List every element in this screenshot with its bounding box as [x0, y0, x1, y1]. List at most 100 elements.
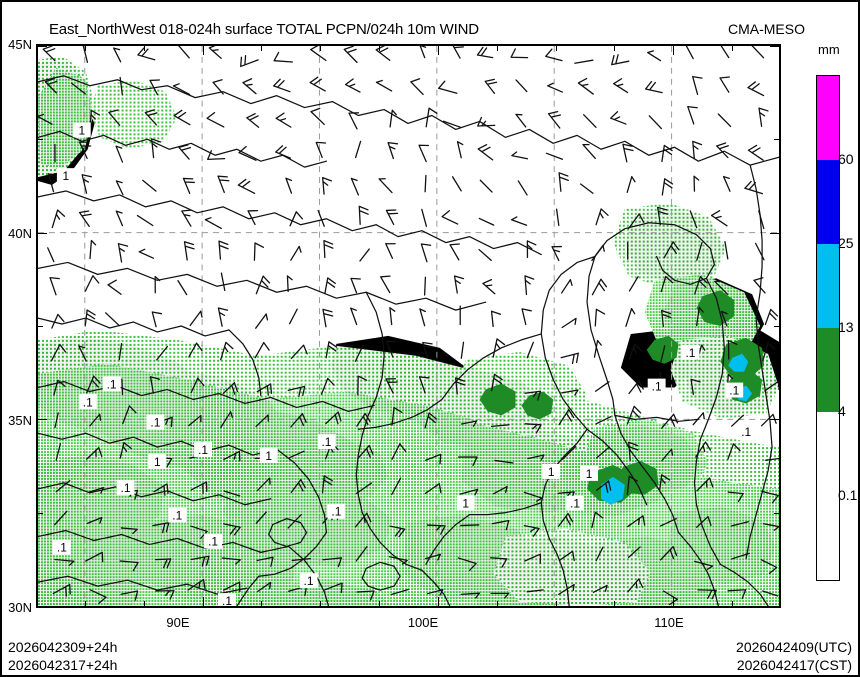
- wind-barb: [547, 110, 562, 129]
- wind-barb: [424, 483, 442, 495]
- wind-barb: [350, 307, 358, 326]
- wind-barb: [289, 211, 304, 227]
- wind-barb: [155, 589, 175, 600]
- wind-barb: [453, 275, 465, 294]
- wind-barb: [288, 308, 298, 325]
- contour-label-halo: [52, 539, 71, 555]
- wind-barb: [189, 310, 203, 327]
- x-tick: [673, 597, 675, 606]
- colorbar-strip[interactable]: [816, 75, 840, 581]
- wind-barb: [524, 275, 535, 296]
- wind-barb: [558, 408, 575, 426]
- wind-barb: [660, 345, 666, 363]
- x-tick: [555, 601, 557, 606]
- colorbar-segment-13-25: [817, 244, 839, 328]
- wind-barb: [424, 553, 442, 561]
- x-tick: [379, 601, 381, 606]
- wind-barb: [256, 383, 273, 396]
- wind-barb: [354, 140, 362, 159]
- wind-barb: [237, 178, 256, 194]
- wind-barb: [420, 243, 432, 263]
- wind-barb: [627, 515, 646, 528]
- contour-label: .1: [729, 384, 739, 398]
- x-tick: [555, 46, 557, 51]
- page-title: East_NorthWest 018-024h surface TOTAL PC…: [49, 21, 479, 38]
- wind-barb: [724, 240, 729, 260]
- wind-barb: [596, 446, 610, 459]
- contour-label: .1: [198, 443, 208, 457]
- wind-barb: [625, 307, 636, 327]
- wind-barb: [47, 173, 55, 193]
- wind-barb: [491, 424, 510, 428]
- wind-barb: [523, 491, 543, 502]
- wind-barb: [418, 376, 430, 394]
- map-plot-area[interactable]: 1 .1 .1 1 .1 .1 .1 .1 .1 1 .1 .1 .1 1 1 .1 1 .1 .1 .1 .1 1 .1.…: [36, 44, 781, 608]
- wind-barb: [490, 592, 510, 599]
- contour-label-halo: [327, 503, 346, 519]
- ytick-label-40n: 40N: [8, 226, 32, 241]
- wind-barb: [212, 79, 224, 95]
- wind-barb: [424, 174, 427, 193]
- colorbar-tick-13: 13: [838, 319, 854, 335]
- wind-barb: [285, 177, 293, 194]
- wind-barb: [385, 378, 398, 394]
- wind-barb: [375, 46, 391, 61]
- contour-label: 1: [586, 467, 593, 481]
- wind-barb: [730, 521, 749, 527]
- x-tick: [261, 601, 263, 606]
- wind-barb: [173, 109, 191, 126]
- wind-barb: [389, 109, 397, 128]
- wind-barb: [660, 413, 679, 429]
- wind-barb: [89, 413, 102, 427]
- wind-barb: [692, 140, 703, 159]
- wind-barb: [561, 389, 579, 396]
- contour-label-halo: [194, 442, 213, 458]
- wind-barb: [526, 240, 537, 259]
- wind-barb: [515, 113, 527, 128]
- wind-barb: [442, 120, 462, 128]
- wind-barb: [149, 79, 160, 96]
- wind-barb: [648, 115, 662, 130]
- wind-barb: [478, 248, 492, 262]
- colorbar[interactable]: mm 60 25 13 4 0.1: [808, 42, 857, 608]
- wind-barb: [490, 310, 502, 328]
- contour-label: .1: [652, 380, 662, 394]
- contour-label-halo: [204, 533, 223, 549]
- wind-barb: [457, 456, 478, 467]
- wind-barb: [120, 527, 138, 535]
- y-tick: [774, 326, 779, 327]
- wind-barb: [490, 557, 508, 568]
- wind-barb: [177, 279, 188, 296]
- wind-barb: [104, 312, 121, 327]
- wind-barb: [357, 375, 368, 396]
- contour-label: 1: [265, 449, 272, 463]
- wind-barb: [257, 581, 272, 593]
- wind-barb: [628, 343, 643, 360]
- y-tick: [38, 46, 47, 47]
- wind-barb: [628, 276, 639, 292]
- wind-barb: [108, 109, 121, 126]
- wind-barb: [253, 242, 265, 261]
- wind-barb: [511, 151, 529, 160]
- wind-barb: [626, 405, 642, 425]
- wind-barb: [324, 582, 343, 594]
- x-tick: [437, 46, 439, 55]
- wind-barb: [55, 443, 62, 461]
- wind-barb: [217, 307, 229, 327]
- wind-barb: [510, 216, 528, 226]
- wind-barb: [613, 78, 629, 94]
- wind-barb: [256, 477, 271, 492]
- wind-barb: [52, 583, 71, 597]
- wind-barb: [355, 482, 373, 495]
- wind-barb: [419, 308, 426, 327]
- contour-label: 1: [63, 169, 70, 183]
- wind-barb: [289, 450, 305, 459]
- model-source-label: CMA-MESO: [728, 21, 805, 37]
- wind-barb: [291, 557, 311, 562]
- wind-barb: [115, 180, 124, 196]
- contour-label-halo: [542, 464, 561, 479]
- wind-barb: [78, 210, 92, 228]
- wind-barb: [55, 479, 71, 493]
- wind-barb: [181, 209, 192, 227]
- contour-label: .1: [304, 574, 314, 588]
